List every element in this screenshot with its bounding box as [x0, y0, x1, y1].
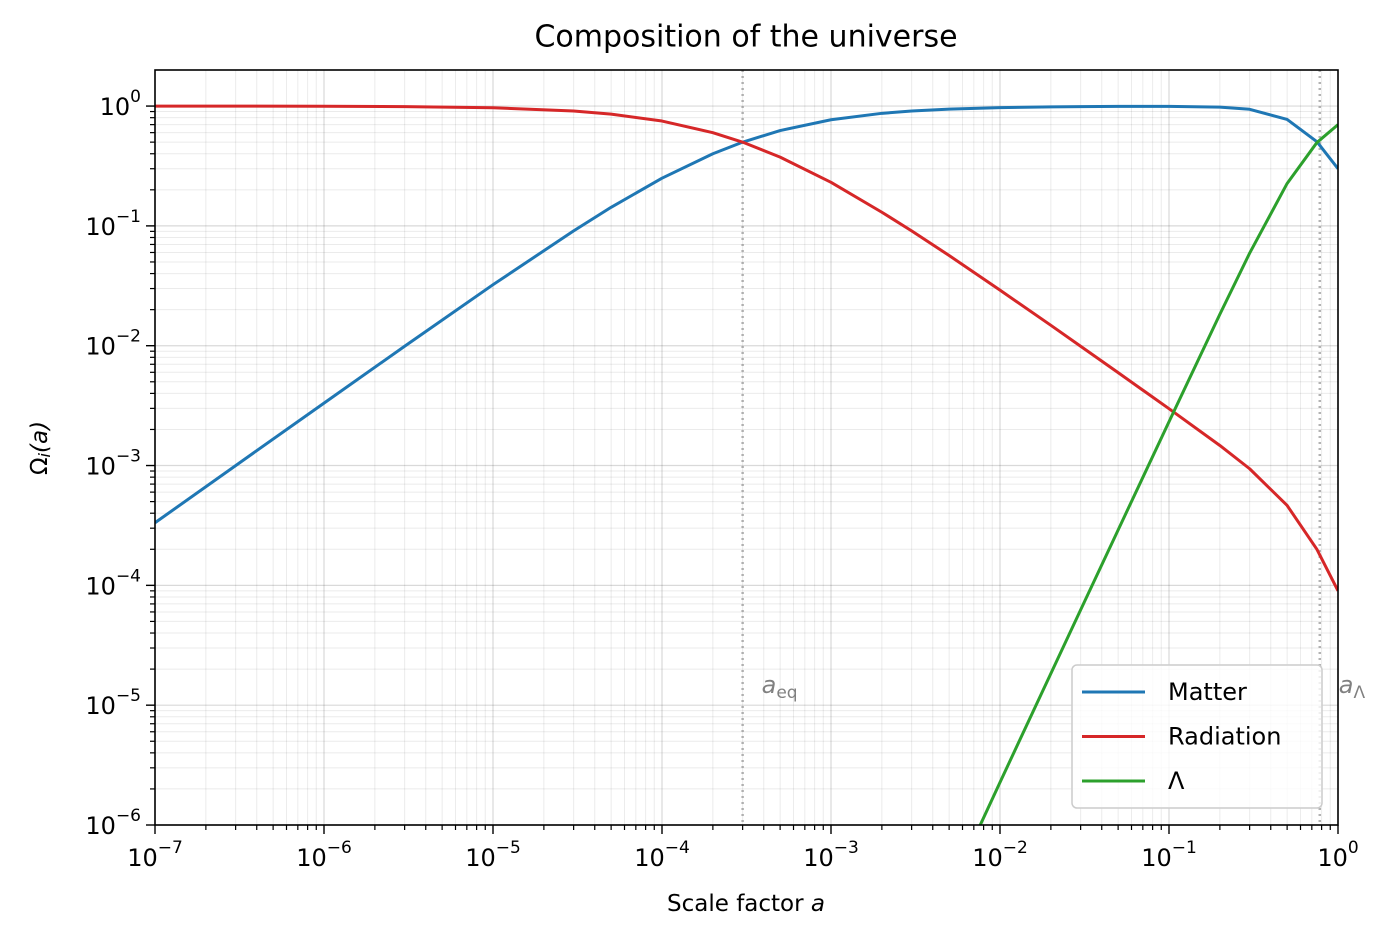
annotation-sub: eq	[776, 683, 797, 703]
y-tick-exponent: −1	[116, 207, 141, 227]
x-tick-base: 10	[972, 844, 1003, 872]
y-tick-label: 10−5	[85, 686, 141, 720]
x-tick-base: 10	[1317, 844, 1348, 872]
y-tick-label: 10−6	[85, 806, 141, 840]
legend-label: Radiation	[1168, 723, 1281, 751]
y-tick-base: 10	[85, 812, 116, 840]
x-tick-label: 10−2	[972, 838, 1028, 872]
ticks: 10−7 10−6 10−5 10−4 10−3 10−2 10−1 10010−610−51…	[85, 87, 1358, 872]
y-tick-label: 10−4	[85, 566, 141, 600]
y-axis-label-arg: (a)	[27, 421, 53, 453]
y-tick-exponent: 0	[130, 87, 141, 107]
y-tick-label: 100	[100, 87, 141, 121]
x-tick-label: 10−5	[465, 838, 521, 872]
y-tick-base: 10	[85, 333, 116, 361]
x-tick-label: 10−6	[296, 838, 352, 872]
annotation-text: a	[762, 671, 777, 699]
x-tick-exponent: −4	[665, 838, 690, 858]
annotation-text: a	[1339, 671, 1354, 699]
x-tick-label: 10−1	[1141, 838, 1197, 872]
x-tick-exponent: −3	[834, 838, 859, 858]
y-tick-exponent: −4	[116, 566, 141, 586]
y-axis-label-symbol: Ω	[27, 457, 53, 475]
x-tick-exponent: −7	[158, 838, 183, 858]
x-axis-label: Scale factor a	[667, 891, 825, 917]
y-axis-label-sub: i	[35, 452, 54, 457]
x-tick-exponent: −1	[1172, 838, 1197, 858]
x-tick-label: 10−4	[634, 838, 690, 872]
x-tick-base: 10	[127, 844, 158, 872]
y-tick-exponent: −3	[116, 447, 141, 467]
x-axis-label-text: Scale factor	[667, 891, 804, 917]
y-tick-base: 10	[100, 93, 131, 121]
x-tick-exponent: −5	[496, 838, 521, 858]
y-tick-label: 10−1	[85, 207, 141, 241]
series-line	[155, 104, 1338, 592]
y-axis-label: Ωi(a)	[27, 421, 54, 475]
annotation: aΛ	[1339, 671, 1366, 703]
y-tick-exponent: −2	[116, 327, 141, 347]
x-tick-base: 10	[1141, 844, 1172, 872]
x-tick-exponent: 0	[1348, 838, 1359, 858]
y-tick-base: 10	[85, 453, 116, 481]
x-tick-label: 100	[1317, 838, 1358, 872]
chart-title: Composition of the universe	[534, 20, 957, 55]
annotation-sub: Λ	[1353, 683, 1365, 703]
x-tick-base: 10	[634, 844, 665, 872]
x-tick-exponent: −2	[1003, 838, 1028, 858]
annotation: aeq	[762, 671, 798, 703]
x-tick-base: 10	[803, 844, 834, 872]
y-tick-base: 10	[85, 572, 116, 600]
y-tick-label: 10−3	[85, 447, 141, 481]
x-tick-exponent: −6	[327, 838, 352, 858]
y-tick-exponent: −6	[116, 806, 141, 826]
legend: Matter Radiation Λ	[1071, 664, 1323, 809]
x-axis-label-var: a	[811, 891, 825, 917]
y-tick-base: 10	[85, 213, 116, 241]
x-tick-base: 10	[465, 844, 496, 872]
plot-area	[155, 70, 1338, 825]
x-tick-base: 10	[296, 844, 327, 872]
y-tick-base: 10	[85, 692, 116, 720]
y-tick-exponent: −5	[116, 686, 141, 706]
legend-label: Matter	[1168, 678, 1247, 706]
axes-frame	[154, 69, 1339, 826]
x-tick-label: 10−7	[127, 838, 183, 872]
legend-box	[1071, 664, 1323, 809]
y-tick-label: 10−2	[85, 327, 141, 361]
legend-label: Λ	[1168, 767, 1185, 795]
series-line	[978, 123, 1338, 825]
x-tick-label: 10−3	[803, 838, 859, 872]
series-line	[155, 104, 1338, 524]
